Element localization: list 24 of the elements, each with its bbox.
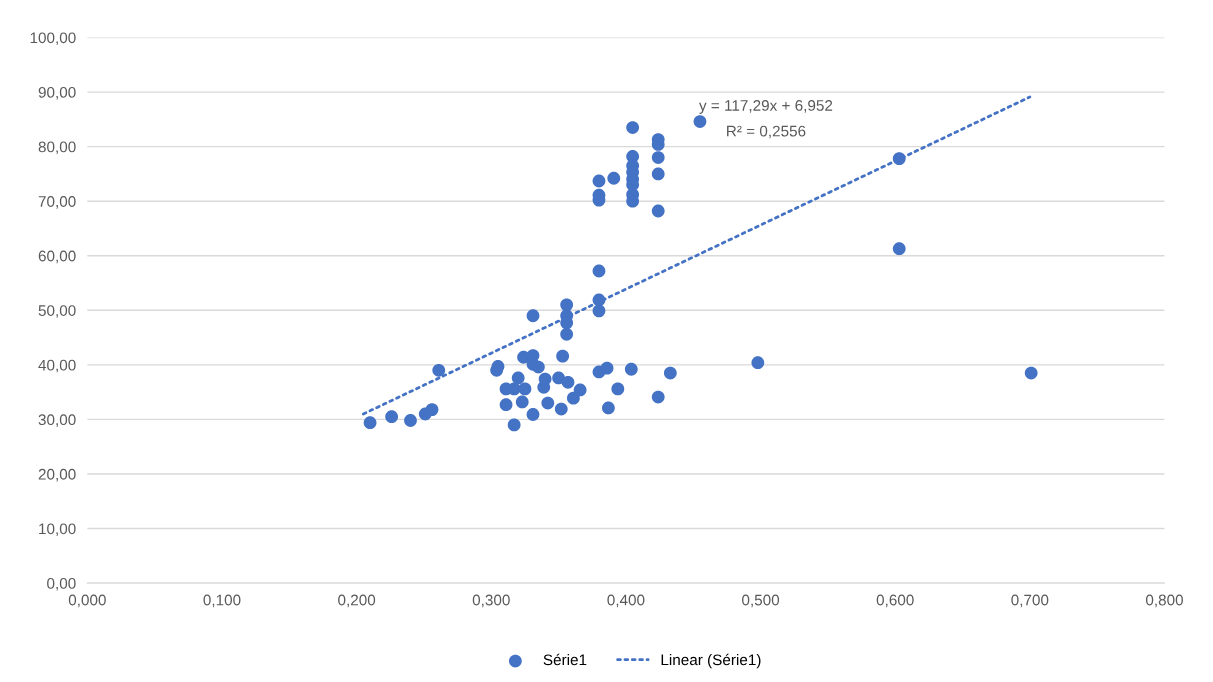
annotation: R² = 0,2556 xyxy=(727,125,806,139)
legend-label: Linear (Série1) xyxy=(661,653,761,669)
y-tick-label: 70,00 xyxy=(38,196,76,209)
y-tick-label: 90,00 xyxy=(38,86,76,100)
x-tick-label: 0,700 xyxy=(1011,594,1049,608)
y-tick-label: 50,00 xyxy=(38,305,76,318)
y-tick-label: 0,00 xyxy=(47,577,76,591)
y-tick-label: 80,00 xyxy=(38,141,76,155)
y-tick-label: 40,00 xyxy=(38,359,76,373)
legend-label: Série1 xyxy=(543,653,587,666)
y-tick-label: 20,00 xyxy=(38,468,76,482)
x-tick-label: 0,000 xyxy=(68,594,106,608)
y-tick-label: 30,00 xyxy=(38,414,76,427)
x-tick-label: 0,400 xyxy=(607,594,645,608)
y-tick-label: 60,00 xyxy=(38,250,76,264)
x-tick-label: 0,600 xyxy=(876,594,914,608)
x-tick-label: 0,800 xyxy=(1145,594,1183,608)
x-tick-label: 0,200 xyxy=(338,594,376,608)
y-tick-label: 10,00 xyxy=(39,523,76,537)
x-tick-label: 0,500 xyxy=(742,594,780,608)
x-tick-label: 0,300 xyxy=(472,594,510,608)
x-tick-label: 0,100 xyxy=(203,594,241,608)
annotation: y = 117,29x + 6,952 xyxy=(699,100,833,114)
y-tick-label: 100,00 xyxy=(30,32,76,45)
